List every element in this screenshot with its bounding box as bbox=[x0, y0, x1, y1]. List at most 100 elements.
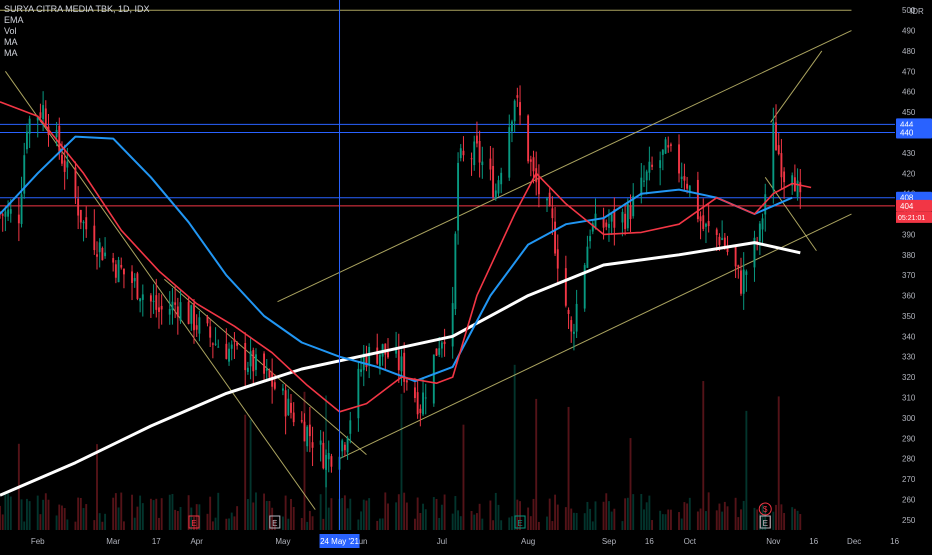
candle-body bbox=[357, 368, 360, 419]
volume-bar bbox=[23, 521, 26, 530]
candle-body bbox=[225, 343, 228, 359]
volume-bar bbox=[284, 495, 287, 530]
volume-bar bbox=[605, 493, 608, 530]
candle-body bbox=[327, 453, 330, 460]
candle bbox=[702, 198, 705, 232]
candle bbox=[586, 235, 589, 268]
candle bbox=[721, 220, 724, 241]
price-tick-label: 320 bbox=[902, 373, 916, 382]
volume-bar bbox=[263, 493, 266, 530]
candle bbox=[583, 262, 586, 312]
volume-bar bbox=[381, 518, 384, 530]
volume-bar bbox=[233, 516, 236, 530]
volume-bar bbox=[360, 511, 363, 530]
candle bbox=[290, 394, 292, 419]
volume-bar bbox=[548, 498, 551, 530]
candle bbox=[613, 197, 616, 246]
candle bbox=[17, 197, 20, 242]
candle-body bbox=[149, 295, 152, 302]
candle-body bbox=[796, 180, 799, 197]
volume-bar bbox=[422, 503, 424, 530]
candle bbox=[551, 196, 554, 235]
volume-bar bbox=[438, 517, 441, 530]
candle bbox=[225, 328, 228, 360]
candle-body bbox=[77, 198, 80, 216]
candle bbox=[211, 342, 214, 359]
volume-bar bbox=[497, 504, 500, 530]
volume-bar bbox=[608, 501, 610, 530]
candle bbox=[519, 85, 521, 126]
volume-bar bbox=[61, 505, 63, 530]
volume-bar bbox=[384, 492, 387, 530]
candle bbox=[171, 287, 174, 325]
candle-body bbox=[101, 248, 104, 261]
candle-body bbox=[508, 127, 511, 178]
earnings-box bbox=[514, 515, 526, 529]
volume-bar bbox=[158, 517, 160, 530]
dividend-marker: $ bbox=[758, 502, 772, 516]
candle-body bbox=[678, 144, 680, 174]
candle bbox=[322, 431, 325, 470]
indicator-ma-label[interactable]: MA bbox=[4, 48, 18, 58]
candle bbox=[516, 87, 519, 107]
volume-bar bbox=[155, 498, 158, 530]
volume-bar bbox=[478, 503, 481, 530]
candle-body bbox=[290, 402, 292, 413]
candle-body bbox=[780, 153, 783, 178]
candle bbox=[193, 298, 195, 344]
candle-body bbox=[686, 183, 689, 189]
candle-body bbox=[742, 269, 745, 294]
time-tick-label: Aug bbox=[521, 537, 535, 546]
volume-bar bbox=[368, 498, 371, 530]
volume-bar bbox=[376, 520, 379, 530]
candle bbox=[319, 430, 322, 462]
candle bbox=[621, 208, 624, 237]
candle bbox=[669, 142, 672, 152]
candle-body bbox=[613, 209, 616, 228]
candle-body bbox=[799, 182, 802, 193]
volume-bar bbox=[419, 512, 422, 530]
candle-body bbox=[252, 350, 255, 372]
volume-bar bbox=[149, 498, 152, 530]
candle bbox=[416, 380, 419, 419]
candle-body bbox=[211, 343, 214, 345]
indicator-vol-label[interactable]: Vol bbox=[4, 26, 17, 36]
volume-bar bbox=[640, 493, 643, 530]
candle bbox=[246, 361, 249, 375]
candle bbox=[643, 165, 645, 187]
volume-bar bbox=[346, 508, 349, 530]
candle-body bbox=[664, 139, 667, 154]
time-tick-label: Apr bbox=[190, 537, 203, 546]
candle bbox=[475, 121, 478, 148]
candle bbox=[664, 137, 667, 154]
event-marker-label: $ bbox=[763, 505, 768, 514]
volume-bar bbox=[632, 494, 635, 530]
volume-bar bbox=[249, 419, 252, 530]
indicator-ema-label[interactable]: EMA bbox=[4, 15, 24, 25]
volume-bar bbox=[357, 519, 360, 530]
candle bbox=[715, 227, 718, 252]
candle-body bbox=[378, 354, 381, 367]
earnings-box bbox=[188, 515, 200, 529]
candle bbox=[737, 264, 740, 279]
volume-bar bbox=[252, 502, 255, 530]
candle bbox=[395, 331, 398, 358]
volume-bar bbox=[586, 501, 589, 530]
candle bbox=[462, 136, 465, 162]
volume-bar bbox=[753, 507, 756, 530]
candle-body bbox=[233, 339, 236, 342]
indicator-ma-label[interactable]: MA bbox=[4, 37, 18, 47]
candle-body bbox=[136, 273, 139, 299]
candle bbox=[179, 289, 182, 324]
volume-bar bbox=[193, 516, 195, 530]
volume-bar bbox=[699, 508, 702, 530]
price-tick-label: 460 bbox=[902, 88, 916, 97]
price-tick-label: 250 bbox=[902, 516, 916, 525]
volume-bar bbox=[416, 497, 419, 530]
candle-body bbox=[419, 408, 422, 414]
candle bbox=[20, 176, 23, 228]
volume-bar bbox=[365, 500, 368, 530]
volume-bar bbox=[742, 500, 745, 530]
